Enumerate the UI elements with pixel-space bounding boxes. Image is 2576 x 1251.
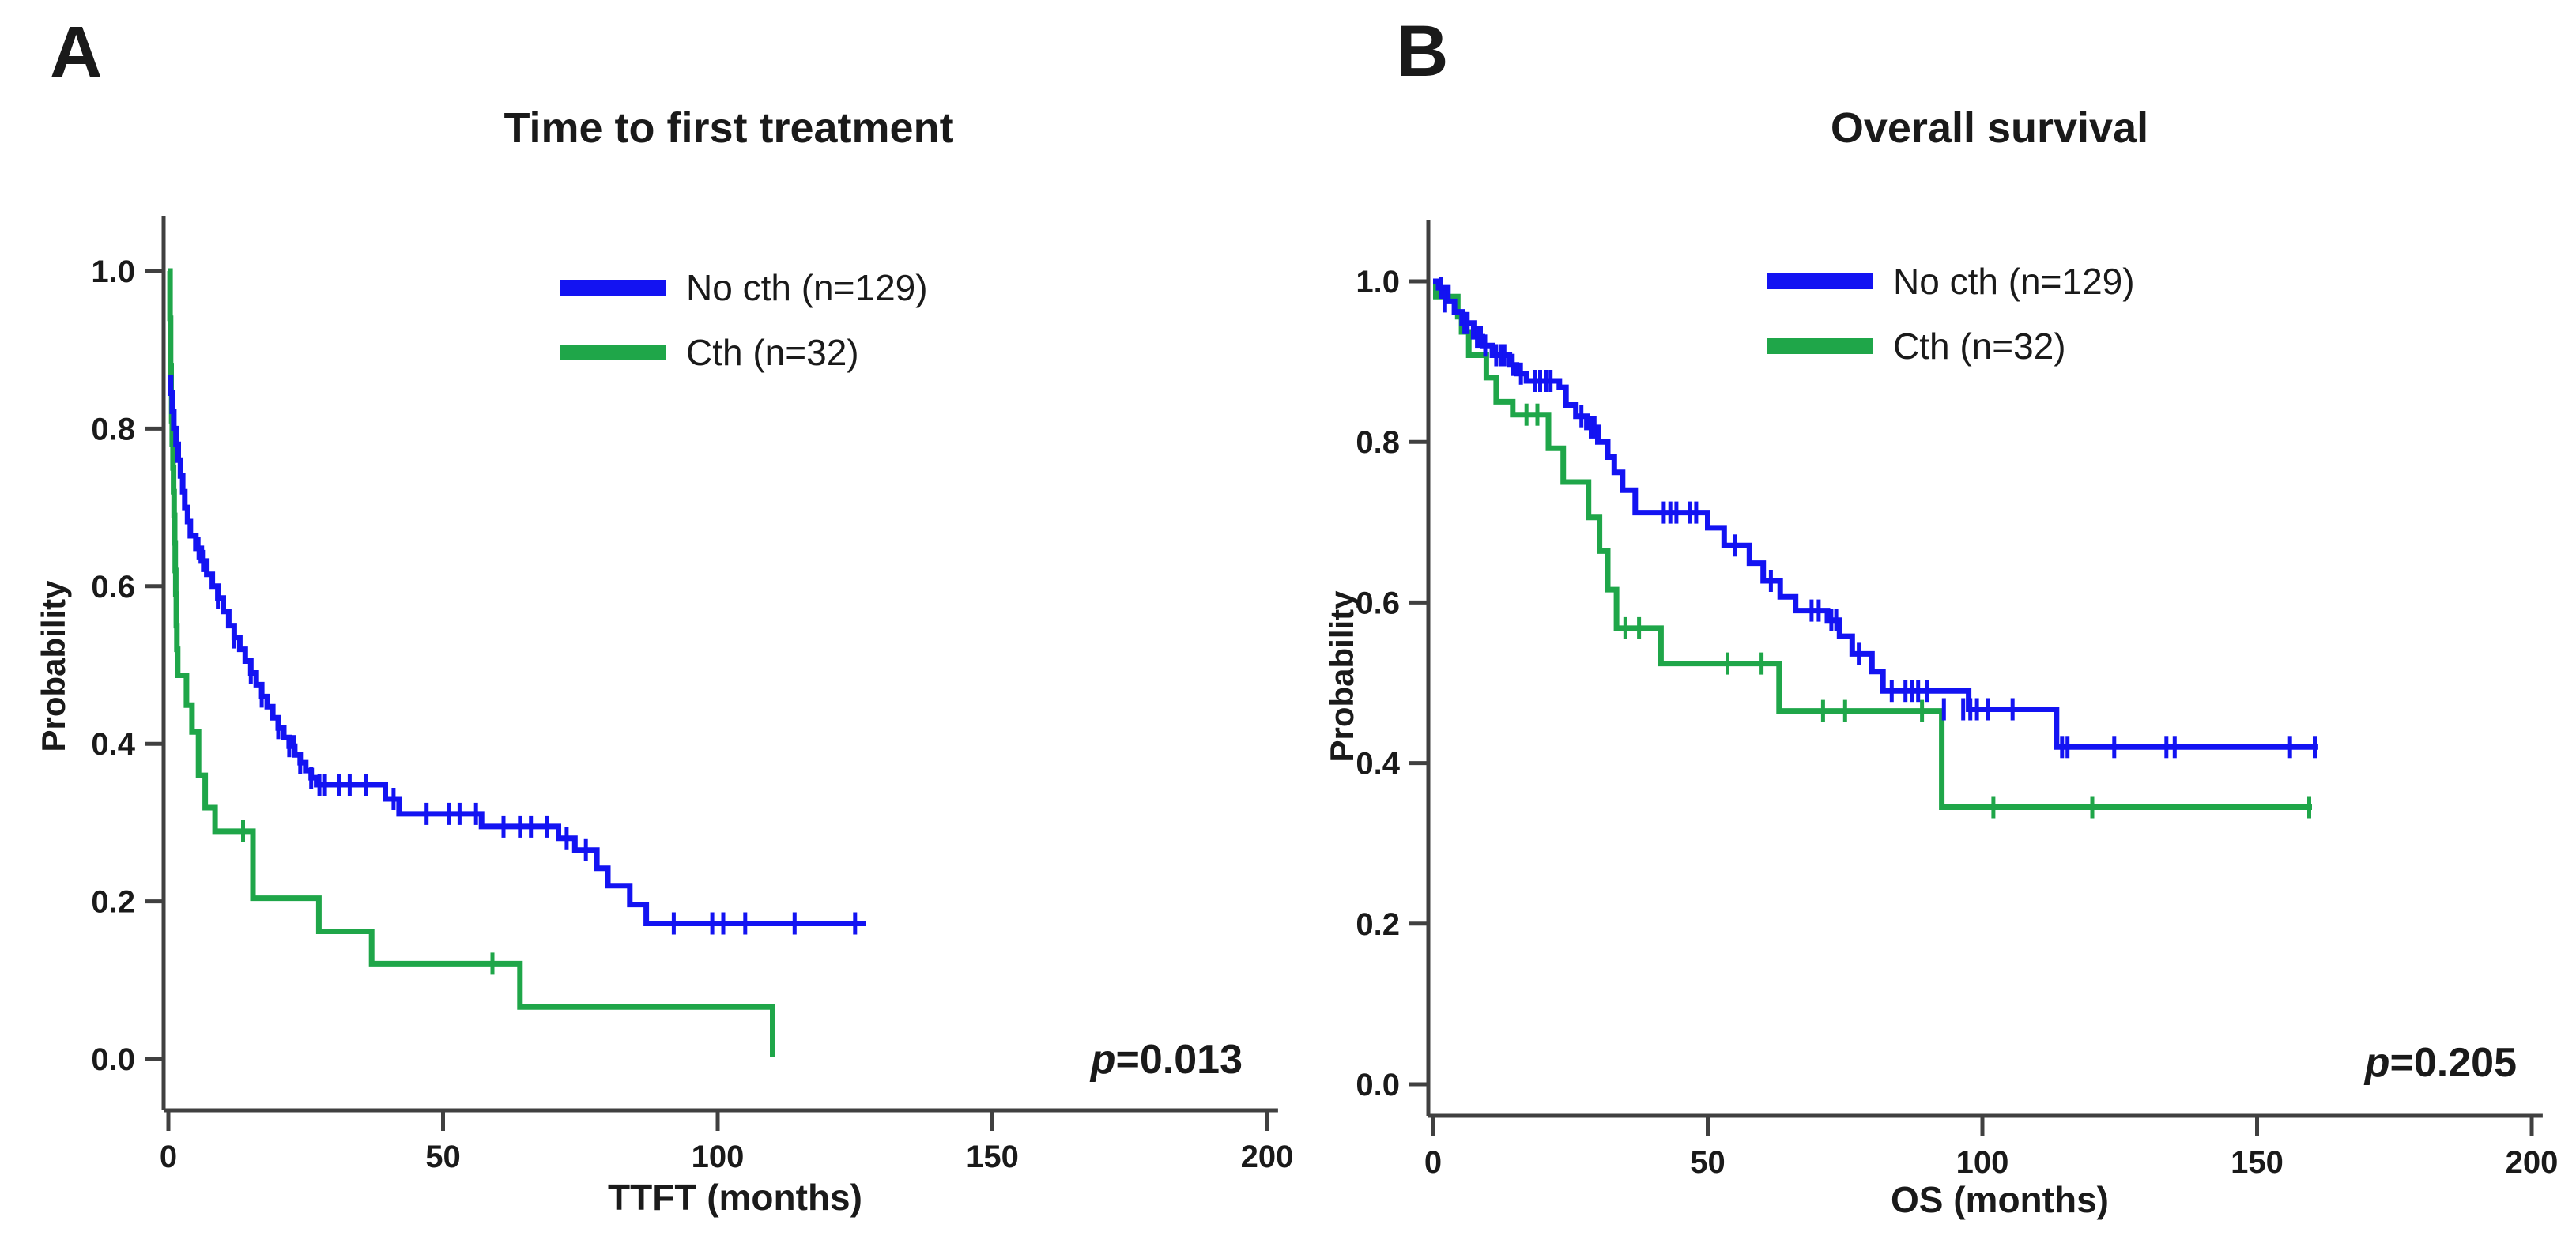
y-tick-label: 0.0 <box>1356 1068 1400 1102</box>
legend-swatch-no-cth <box>1767 273 1873 289</box>
y-tick-label: 1.0 <box>1356 265 1400 300</box>
panel-b: B Overall survival 1.0 0.8 0.6 0.4 0.2 0.0 0 50 10… <box>1323 11 2558 1220</box>
y-tick-label: 0.4 <box>91 727 135 762</box>
x-tick-label: 50 <box>425 1140 461 1174</box>
legend: No cth (n=129) Cth (n=32) <box>1767 261 2135 367</box>
km-curve-cth <box>1433 278 2312 810</box>
y-tick-label: 0.4 <box>1356 747 1400 782</box>
x-axis-title: TTFT (months) <box>608 1177 862 1218</box>
legend-label: No cth (n=129) <box>686 267 928 308</box>
y-tick-label: 0.2 <box>91 885 135 920</box>
y-tick-label: 0.2 <box>1356 907 1400 942</box>
y-axis-title: Probability <box>1323 590 1360 763</box>
chart-title: Time to first treatment <box>504 104 953 152</box>
km-curve-no-cth <box>1433 278 2318 750</box>
panel-label: A <box>50 12 102 92</box>
p-value: p=0.013 <box>1089 1037 1243 1083</box>
legend-label: No cth (n=129) <box>1893 261 2135 302</box>
legend-swatch-cth <box>560 345 666 360</box>
panel-a: A Time to first treatment 1.0 0.8 0.6 0.4 0.2 0… <box>35 12 1293 1218</box>
legend-label: Cth (n=32) <box>686 332 859 373</box>
km-curve-no-cth <box>168 375 866 926</box>
y-axis-title: Probability <box>35 580 72 752</box>
x-tick-label: 200 <box>2506 1145 2559 1180</box>
x-tick-label: 200 <box>1241 1140 1294 1174</box>
x-tick-label: 50 <box>1690 1145 1726 1180</box>
x-tick-label: 150 <box>2231 1145 2284 1180</box>
censor-marks-no-cth <box>196 537 858 935</box>
x-tick-label: 0 <box>1424 1145 1442 1180</box>
y-tick-label: 0.0 <box>91 1042 135 1077</box>
x-tick-label: 0 <box>160 1140 177 1174</box>
x-axis-title: OS (months) <box>1891 1179 2109 1220</box>
legend: No cth (n=129) Cth (n=32) <box>560 267 928 373</box>
panel-label: B <box>1396 11 1448 92</box>
y-tick-label: 0.8 <box>1356 425 1400 460</box>
x-tick-label: 150 <box>966 1140 1019 1174</box>
censor-marks-cth <box>1524 403 2311 819</box>
censor-marks-cth <box>241 820 495 975</box>
km-curve-cth <box>167 268 775 1057</box>
y-tick-label: 0.8 <box>91 412 135 447</box>
y-tick-label: 1.0 <box>91 254 135 289</box>
y-tick-label: 0.6 <box>91 570 135 605</box>
x-tick-label: 100 <box>1956 1145 2009 1180</box>
legend-swatch-cth <box>1767 338 1873 354</box>
chart-title: Overall survival <box>1831 104 2148 152</box>
censor-marks-no-cth <box>1439 277 2317 759</box>
x-tick-label: 100 <box>692 1140 745 1174</box>
p-value: p=0.205 <box>2363 1040 2517 1086</box>
legend-swatch-no-cth <box>560 280 666 296</box>
legend-label: Cth (n=32) <box>1893 326 2066 367</box>
y-tick-label: 0.6 <box>1356 586 1400 620</box>
